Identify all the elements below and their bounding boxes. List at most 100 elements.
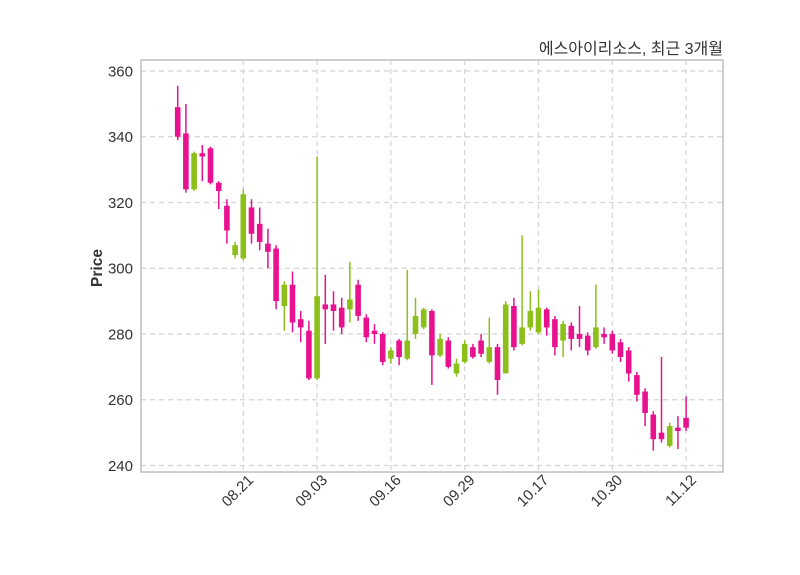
y-axis-tick-labels: 360 340 320 300 280 260 240 <box>108 63 133 475</box>
candle-body <box>617 342 624 358</box>
candle-up <box>666 422 673 448</box>
candle-body <box>338 307 345 328</box>
plot-border <box>140 59 724 473</box>
candle-body <box>494 347 501 381</box>
candle-up <box>412 297 419 339</box>
candle-up <box>535 289 542 334</box>
candle-down <box>273 245 279 310</box>
candle-body <box>183 133 189 190</box>
candle-down <box>248 199 255 244</box>
candle-up <box>420 307 427 330</box>
candle-body <box>371 330 378 334</box>
candle-body <box>322 304 329 310</box>
candle-body <box>232 245 238 256</box>
candle-down <box>494 343 501 395</box>
candle-up <box>486 317 493 364</box>
candle-body <box>625 350 632 374</box>
candle-down <box>617 338 624 362</box>
candle-down <box>322 274 329 344</box>
candle-down <box>183 103 189 193</box>
candle-down <box>289 271 296 333</box>
candle-body <box>396 340 402 358</box>
candle-body <box>445 340 452 367</box>
y-tick-label: 300 <box>108 261 133 278</box>
candle-down <box>576 306 583 348</box>
candle-wick <box>406 269 409 361</box>
chart-title: 에스아이리소스, 최근 3개월 <box>539 40 723 58</box>
candle-down <box>396 338 402 366</box>
candle-body <box>306 330 312 379</box>
candle-body <box>297 319 304 328</box>
candle-down <box>445 337 452 369</box>
candle-up <box>191 151 197 191</box>
candle-body <box>273 248 279 302</box>
candle-body <box>256 223 263 242</box>
candle-up <box>347 261 353 323</box>
candle-body <box>519 327 525 344</box>
candle-down <box>683 396 689 431</box>
candle-up <box>560 320 566 358</box>
candle-down <box>199 144 206 182</box>
y-tick-label: 360 <box>108 63 133 80</box>
candle-down <box>650 411 657 451</box>
candle-body <box>404 340 411 359</box>
candle-down <box>297 310 304 343</box>
candle-wick <box>677 416 679 450</box>
candle-body <box>437 338 443 356</box>
candle-body <box>552 319 558 348</box>
candle-body <box>478 340 484 354</box>
candle-body <box>453 363 460 374</box>
candle-body <box>240 194 247 259</box>
candle-body <box>388 350 394 359</box>
y-tick-label: 340 <box>108 129 133 146</box>
candle-body <box>535 307 542 333</box>
candle-down <box>543 307 550 336</box>
candle-body <box>658 432 665 440</box>
candle-wick <box>488 317 491 364</box>
candle-down <box>675 416 681 450</box>
candle-up <box>388 347 394 364</box>
candle-body <box>420 309 427 328</box>
candle-up <box>437 334 443 358</box>
candle-up <box>461 340 468 364</box>
candle-down <box>265 228 271 269</box>
candle-down <box>642 388 648 427</box>
candle-body <box>191 153 197 190</box>
y-tick-label: 320 <box>108 195 133 212</box>
candle-down <box>634 371 640 402</box>
candle-wick <box>595 284 597 349</box>
candle-wick <box>201 144 204 182</box>
candle-down <box>625 347 632 382</box>
candle-down <box>552 315 558 356</box>
candle-body <box>593 327 599 348</box>
candle-body <box>314 296 320 379</box>
y-tick-label: 280 <box>108 326 133 343</box>
candle-body <box>224 205 230 231</box>
candle-body <box>560 324 566 341</box>
candle-wick <box>349 261 351 323</box>
candle-down <box>174 85 181 141</box>
candle-down <box>207 146 214 185</box>
candle-up <box>502 301 509 374</box>
candle-body <box>174 107 181 137</box>
candle-up <box>519 235 525 346</box>
candle-down <box>511 297 517 351</box>
candle-body <box>355 284 361 316</box>
candle-body <box>601 334 607 338</box>
candle-body <box>502 304 509 374</box>
candle-wick <box>578 306 581 348</box>
candle-wick <box>521 235 523 346</box>
candle-down <box>379 332 386 366</box>
candle-up <box>240 189 247 261</box>
candle-body <box>609 334 616 351</box>
candle-body <box>527 310 534 328</box>
candle-body <box>486 347 493 362</box>
candle-down <box>470 343 476 359</box>
candle-down <box>215 181 222 210</box>
candle-body <box>634 375 640 395</box>
candle-down <box>224 199 230 244</box>
candle-body <box>248 207 255 234</box>
candle-body <box>666 426 673 446</box>
